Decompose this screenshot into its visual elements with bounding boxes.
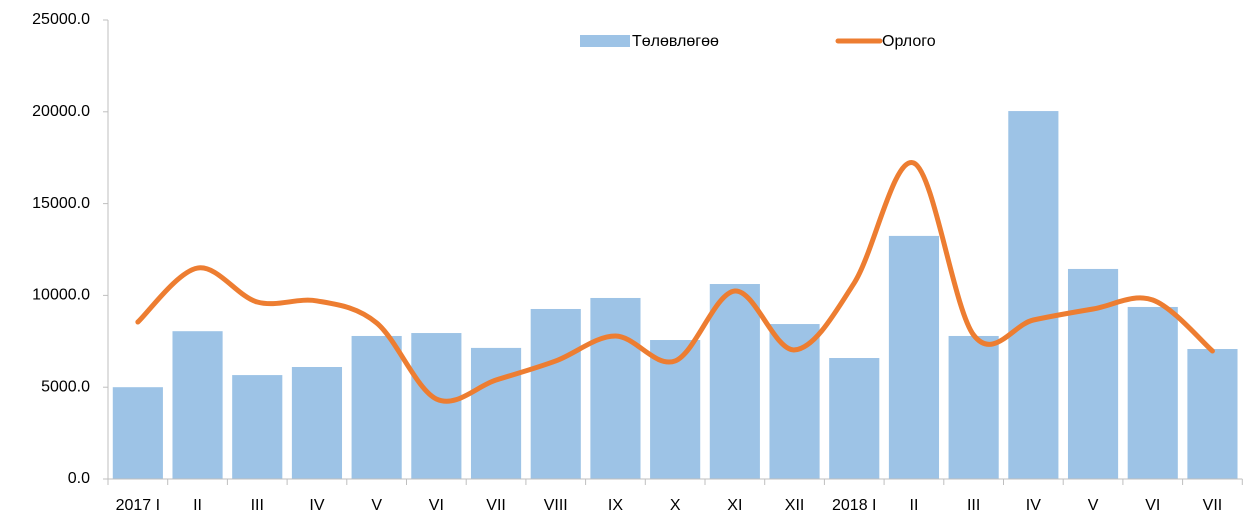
- x-tick-label: III: [251, 497, 264, 514]
- bar: [1187, 349, 1238, 479]
- bar: [172, 331, 223, 479]
- bar: [1008, 111, 1059, 479]
- bar: [530, 308, 581, 479]
- x-tick-label: XII: [785, 497, 805, 514]
- legend-label: Төлөвлөгөө: [632, 33, 719, 50]
- legend-swatch: [580, 35, 630, 47]
- bar: [232, 375, 283, 479]
- bar: [291, 367, 343, 479]
- bar: [709, 284, 760, 479]
- bar: [948, 335, 999, 479]
- bar: [829, 358, 880, 479]
- x-tick-label: 2017 I: [116, 497, 160, 514]
- x-tick-label: VI: [1145, 497, 1160, 514]
- legend-label: Орлого: [882, 33, 936, 50]
- bar: [888, 235, 940, 479]
- x-tick-label: IX: [608, 497, 623, 514]
- y-tick-label: 0.0: [68, 470, 90, 487]
- y-tick-label: 5000.0: [41, 378, 90, 395]
- y-tick-label: 10000.0: [32, 287, 90, 304]
- x-tick-label: V: [371, 497, 382, 514]
- line: [135, 160, 1215, 404]
- bar: [112, 387, 163, 479]
- bar: [411, 333, 462, 479]
- x-tick-label: 2018 I: [832, 497, 876, 514]
- bar: [1067, 268, 1119, 479]
- x-tick-label: X: [670, 497, 681, 514]
- bar: [470, 347, 522, 479]
- x-tick-label: IV: [309, 497, 324, 514]
- x-tick-label: XI: [727, 497, 742, 514]
- x-tick-label: III: [967, 497, 980, 514]
- x-tick-label: VI: [429, 497, 444, 514]
- y-tick-label: 20000.0: [32, 103, 90, 120]
- bar: [351, 335, 402, 479]
- x-tick-label: II: [910, 497, 919, 514]
- bar: [769, 324, 820, 479]
- bar: [590, 297, 641, 479]
- x-tick-label: VII: [486, 497, 506, 514]
- x-tick-label: VII: [1203, 497, 1223, 514]
- y-tick-label: 25000.0: [32, 11, 90, 28]
- bar: [1127, 306, 1178, 479]
- x-tick-label: V: [1088, 497, 1099, 514]
- x-tick-label: IV: [1026, 497, 1041, 514]
- x-tick-label: II: [193, 497, 202, 514]
- x-tick-label: VIII: [544, 497, 568, 514]
- y-tick-label: 15000.0: [32, 195, 90, 212]
